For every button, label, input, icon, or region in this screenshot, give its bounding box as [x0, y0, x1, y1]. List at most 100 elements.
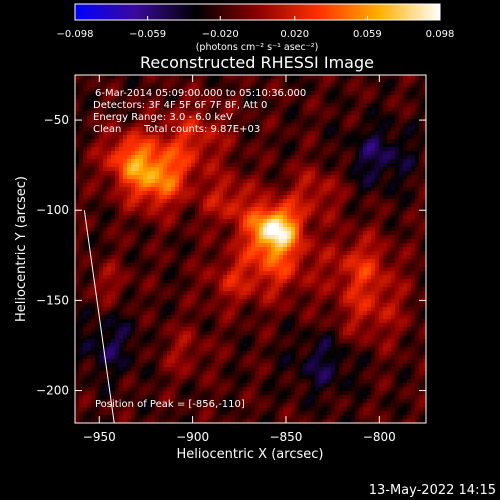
heatmap-cell — [363, 239, 367, 243]
heatmap-cell — [95, 247, 99, 251]
heatmap-cell — [95, 211, 99, 215]
heatmap-cell — [243, 271, 247, 275]
heatmap-cell — [291, 95, 295, 99]
heatmap-cell — [107, 155, 111, 159]
heatmap-cell — [159, 271, 163, 275]
heatmap-cell — [203, 239, 207, 243]
heatmap-cell — [239, 219, 243, 223]
heatmap-cell — [151, 147, 155, 151]
heatmap-cell — [135, 231, 139, 235]
heatmap-cell — [119, 167, 123, 171]
heatmap-cell — [375, 247, 379, 251]
heatmap-cell — [359, 191, 363, 195]
heatmap-cell — [355, 199, 359, 203]
heatmap-cell — [127, 191, 131, 195]
heatmap-cell — [175, 275, 179, 279]
heatmap-cell — [387, 111, 391, 115]
heatmap-cell — [219, 135, 223, 139]
heatmap-cell — [271, 179, 275, 183]
heatmap-cell — [347, 135, 351, 139]
heatmap-cell — [199, 203, 203, 207]
heatmap-cell — [199, 299, 203, 303]
heatmap-cell — [103, 223, 107, 227]
heatmap-cell — [135, 191, 139, 195]
heatmap-cell — [299, 163, 303, 167]
heatmap-cell — [123, 119, 127, 123]
heatmap-cell — [351, 171, 355, 175]
heatmap-cell — [375, 203, 379, 207]
heatmap-cell — [215, 139, 219, 143]
heatmap-cell — [423, 275, 426, 279]
heatmap-cell — [163, 91, 167, 95]
heatmap-cell — [295, 107, 299, 111]
heatmap-cell — [347, 291, 351, 295]
heatmap-cell — [407, 115, 411, 119]
heatmap-cell — [171, 87, 175, 91]
heatmap-cell — [167, 227, 171, 231]
heatmap-cell — [343, 183, 347, 187]
heatmap-cell — [275, 111, 279, 115]
heatmap-cell — [263, 279, 267, 283]
heatmap-cell — [407, 83, 411, 87]
heatmap-cell — [99, 279, 103, 283]
heatmap-cell — [239, 199, 243, 203]
heatmap-cell — [311, 287, 315, 291]
heatmap-cell — [183, 195, 187, 199]
heatmap-cell — [287, 159, 291, 163]
heatmap-cell — [219, 231, 223, 235]
heatmap-cell — [111, 87, 115, 91]
heatmap-cell — [399, 139, 403, 143]
heatmap-cell — [415, 135, 419, 139]
heatmap-cell — [371, 275, 375, 279]
heatmap-cell — [399, 291, 403, 295]
heatmap-cell — [79, 95, 83, 99]
heatmap-cell — [259, 203, 263, 207]
heatmap-cell — [339, 119, 343, 123]
heatmap-cell — [127, 195, 131, 199]
heatmap-cell — [287, 231, 291, 235]
heatmap-cell — [331, 291, 335, 295]
heatmap-cell — [287, 99, 291, 103]
heatmap-cell — [203, 231, 207, 235]
heatmap-cell — [95, 123, 99, 127]
heatmap-cell — [383, 91, 387, 95]
heatmap-cell — [123, 299, 127, 303]
heatmap-cell — [275, 247, 279, 251]
heatmap-cell — [95, 183, 99, 187]
heatmap-cell — [139, 151, 143, 155]
heatmap-cell — [347, 155, 351, 159]
heatmap-cell — [279, 215, 283, 219]
heatmap-cell — [163, 279, 167, 283]
heatmap-cell — [175, 87, 179, 91]
heatmap-cell — [183, 79, 187, 83]
heatmap-cell — [171, 235, 175, 239]
heatmap-cell — [223, 243, 227, 247]
heatmap-cell — [131, 299, 135, 303]
heatmap-cell — [219, 267, 223, 271]
heatmap-cell — [243, 87, 247, 91]
heatmap-cell — [335, 203, 339, 207]
heatmap-cell — [263, 231, 267, 235]
heatmap-cell — [327, 243, 331, 247]
heatmap-cell — [399, 227, 403, 231]
heatmap-cell — [299, 283, 303, 287]
heatmap-cell — [323, 255, 327, 259]
heatmap-cell — [263, 75, 267, 79]
heatmap-cell — [163, 83, 167, 87]
heatmap-cell — [131, 267, 135, 271]
heatmap-cell — [147, 191, 151, 195]
heatmap-cell — [235, 143, 239, 147]
heatmap-cell — [79, 79, 83, 83]
heatmap-cell — [351, 75, 355, 79]
heatmap-cell — [303, 167, 307, 171]
heatmap-cell — [231, 91, 235, 95]
heatmap-cell — [211, 231, 215, 235]
heatmap-cell — [123, 219, 127, 223]
heatmap-cell — [227, 203, 231, 207]
heatmap-cell — [275, 83, 279, 87]
heatmap-cell — [355, 83, 359, 87]
heatmap-cell — [179, 155, 183, 159]
heatmap-cell — [179, 95, 183, 99]
heatmap-cell — [283, 155, 287, 159]
